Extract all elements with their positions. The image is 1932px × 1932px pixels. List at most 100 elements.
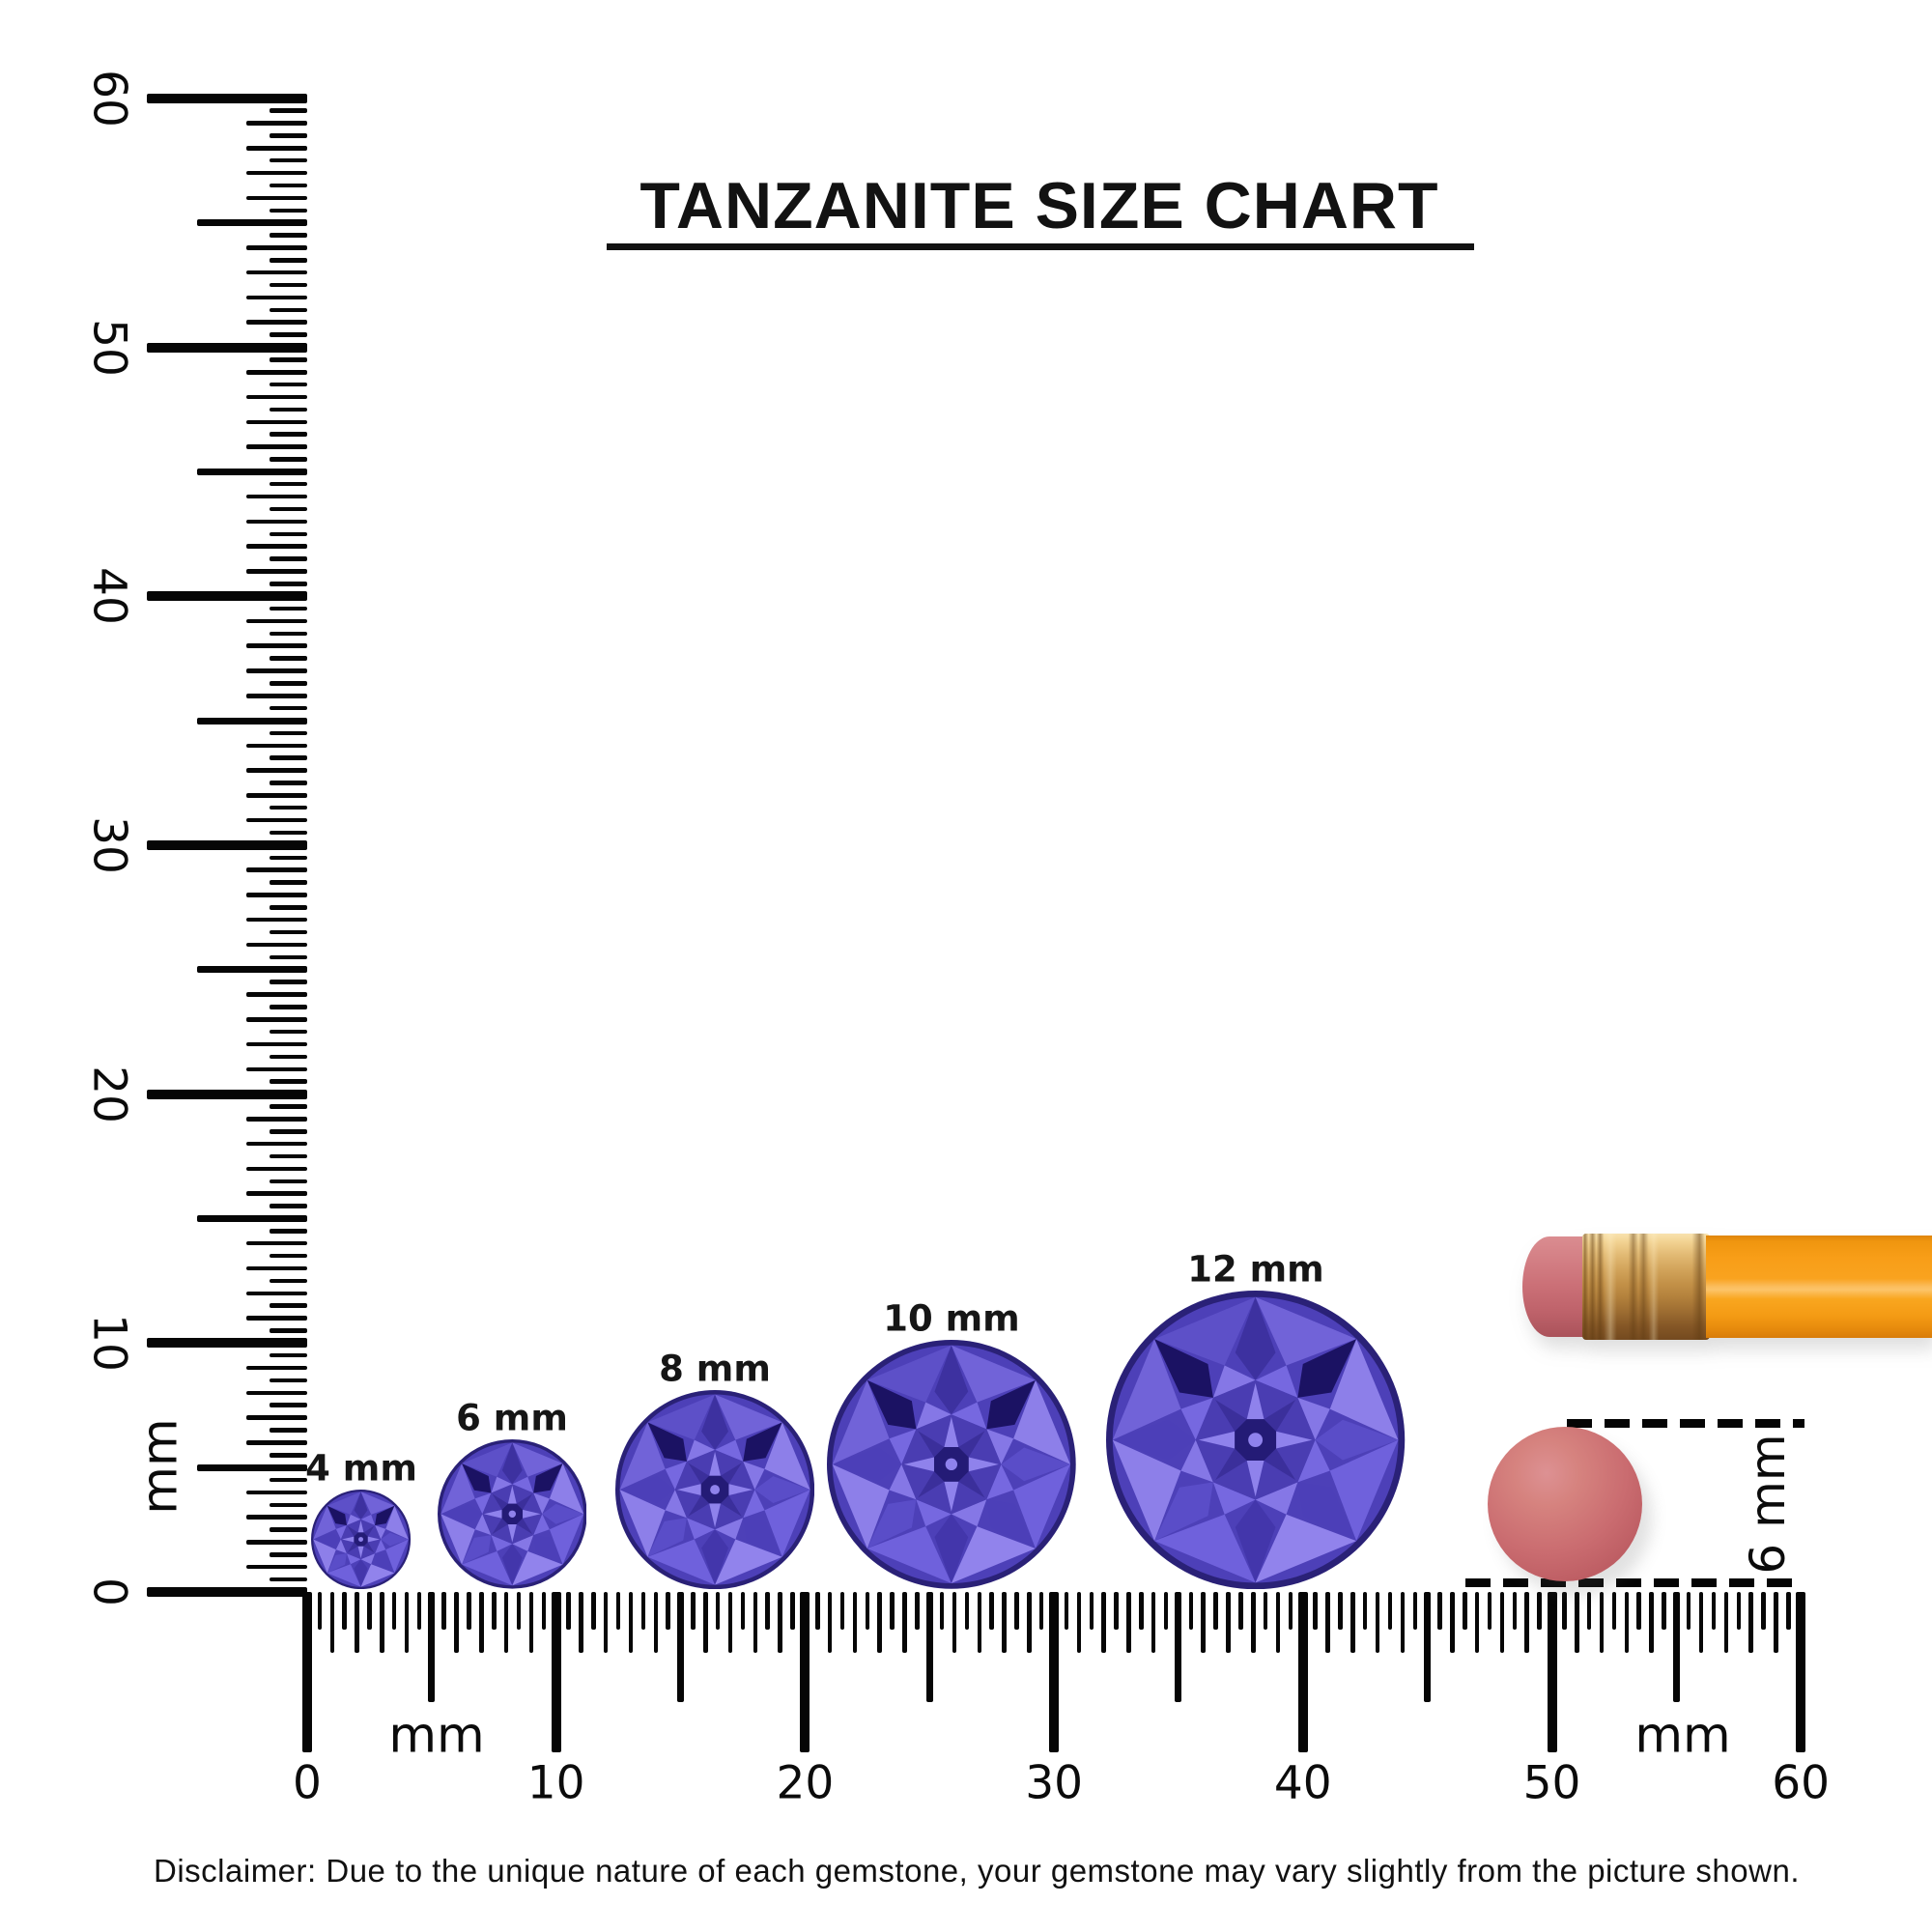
ruler-tick [270, 954, 307, 960]
ruler-tick [270, 407, 307, 412]
ruler-tick [246, 1564, 307, 1570]
ruler-tick [270, 531, 307, 537]
ruler-tick [270, 183, 307, 188]
dimension-line-top [1567, 1419, 1804, 1428]
ruler-tick [1076, 1592, 1082, 1653]
ruler-tick [270, 681, 307, 686]
ruler-tick [1325, 1592, 1330, 1653]
ruler-tick [479, 1592, 484, 1653]
ruler-tick [270, 556, 307, 561]
ruler-tick [653, 1592, 659, 1653]
ruler-tick [367, 1592, 372, 1630]
ruler-tick [246, 370, 307, 375]
ruler-tick [877, 1592, 882, 1653]
ruler-tick [1723, 1592, 1729, 1653]
ruler-tick [778, 1592, 782, 1653]
ruler-tick [1375, 1592, 1380, 1653]
ruler-tick [270, 1577, 307, 1582]
ruler-tick [147, 1089, 307, 1099]
ruler-tick [270, 1403, 307, 1407]
ruler-tick [270, 108, 307, 113]
ruler-tick [246, 942, 307, 948]
ruler-tick [541, 1592, 547, 1630]
ruler-label: 20 [776, 1756, 835, 1810]
ruler-tick [270, 357, 307, 362]
ruler-tick [467, 1592, 471, 1630]
ruler-tick [197, 1463, 307, 1471]
dimension-label: 6 mm [1740, 1434, 1796, 1575]
ruler-tick [270, 432, 307, 437]
ruler-tick [246, 245, 307, 250]
ruler-tick [1297, 1592, 1308, 1752]
ruler-tick [342, 1592, 347, 1630]
ruler-tick [270, 582, 307, 586]
tanzanite-gem-icon [437, 1439, 587, 1589]
ruler-tick [246, 793, 307, 798]
ruler-label: 10 [526, 1756, 585, 1810]
ruler-tick [270, 905, 307, 910]
ruler-tick [1362, 1592, 1368, 1630]
ruler-tick [715, 1592, 721, 1630]
ruler-tick [1748, 1592, 1753, 1653]
ruler-tick [197, 468, 307, 475]
ruler-tick [765, 1592, 770, 1630]
ruler-tick [1586, 1592, 1592, 1630]
ruler-tick [246, 121, 307, 126]
ruler-tick [666, 1592, 670, 1630]
ruler-tick [270, 855, 307, 861]
ruler-tick [1126, 1592, 1131, 1653]
ruler-tick [428, 1592, 436, 1702]
ruler-tick [270, 1229, 307, 1234]
ruler-tick [147, 1338, 307, 1349]
tanzanite-gem-icon [1106, 1290, 1406, 1589]
ruler-tick [270, 755, 307, 760]
dimension-line-bottom [1465, 1578, 1804, 1587]
ruler-tick [197, 219, 307, 227]
ruler-tick [246, 1365, 307, 1371]
ruler-tick [1562, 1592, 1567, 1630]
ruler-tick [703, 1592, 708, 1653]
ruler-tick [1575, 1592, 1579, 1653]
ruler-tick [246, 893, 307, 897]
ruler-tick [1014, 1592, 1019, 1630]
ruler-tick [1114, 1592, 1119, 1630]
ruler-tick [1387, 1592, 1393, 1630]
ruler-tick [1188, 1592, 1194, 1630]
ruler-tick [246, 1141, 307, 1147]
ruler-tick [691, 1592, 696, 1630]
ruler-tick [380, 1592, 384, 1653]
ruler-tick [404, 1592, 410, 1653]
ruler-tick [197, 717, 307, 724]
ruler-tick [591, 1592, 596, 1630]
ruler-tick [270, 1428, 307, 1433]
ruler-tick [1313, 1592, 1318, 1630]
gem-size-label: 4 mm [305, 1447, 417, 1490]
ruler-tick [1450, 1592, 1455, 1653]
ruler-tick [270, 1527, 307, 1532]
ruler-tick [1400, 1592, 1406, 1653]
ruler-tick [902, 1592, 907, 1653]
ruler-label: 60 [82, 69, 136, 128]
ruler-label: 0 [82, 1577, 136, 1606]
ruler-tick [1499, 1592, 1505, 1653]
ruler-tick [246, 1041, 307, 1047]
ruler-tick [197, 1214, 307, 1222]
ruler-label: 10 [82, 1314, 136, 1373]
gem-4mm [311, 1489, 412, 1589]
ruler-tick [516, 1592, 522, 1630]
ruler-tick [246, 743, 307, 749]
ruler-tick [246, 1191, 307, 1196]
ruler-tick [270, 1179, 307, 1184]
ruler-tick [1711, 1592, 1717, 1630]
ruler-tick [925, 1592, 933, 1702]
tanzanite-gem-icon [311, 1489, 412, 1589]
ruler-tick [977, 1592, 982, 1653]
ruler-tick [939, 1592, 945, 1630]
ruler-tick [1512, 1592, 1518, 1630]
pencil-body [1706, 1236, 1932, 1338]
ruler-tick [1089, 1592, 1094, 1630]
ruler-tick [270, 506, 307, 512]
ruler-tick [270, 1477, 307, 1483]
ruler-tick [579, 1592, 583, 1653]
horizontal-ruler-unit-label-left: mm [388, 1707, 485, 1765]
